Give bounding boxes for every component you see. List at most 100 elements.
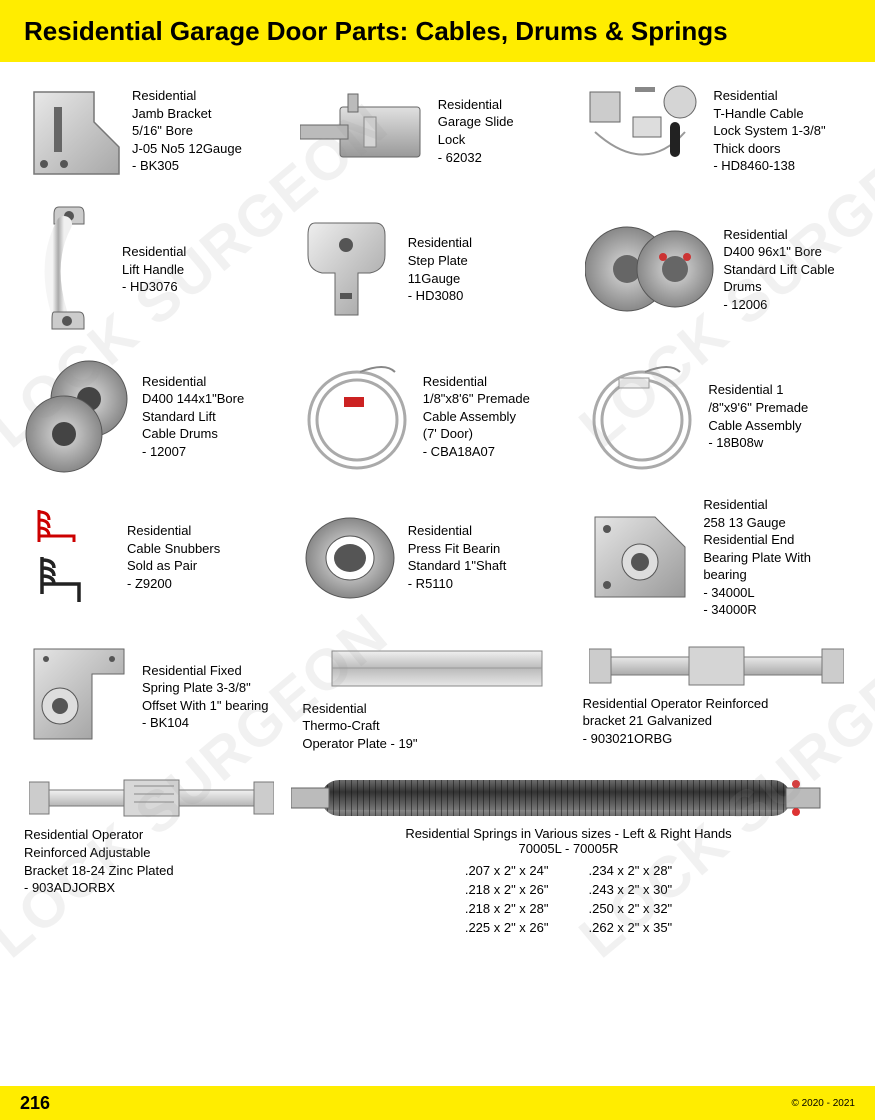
desc-line: Residential	[438, 96, 514, 114]
product-item: Residential D400 144x1"Bore Standard Lif…	[24, 359, 288, 474]
desc-line: - 903021ORBG	[583, 730, 851, 748]
spring-size: .243 x 2" x 30"	[589, 881, 673, 900]
desc-line: Lift Handle	[122, 261, 186, 279]
desc-line: Reinforced Adjustable	[24, 844, 279, 862]
product-item: Residential Garage Slide Lock - 62032	[300, 82, 574, 180]
desc-line: Residential	[408, 234, 472, 252]
page-number: 216	[20, 1093, 50, 1114]
spring-size: .207 x 2" x 24"	[465, 862, 549, 881]
product-image	[24, 359, 134, 474]
copyright: © 2020 - 2021	[791, 1098, 855, 1109]
desc-line: Offset With 1" bearing	[142, 697, 269, 715]
product-image	[300, 89, 430, 174]
product-image	[300, 362, 415, 472]
desc-line: - BK104	[142, 714, 269, 732]
desc-line: T-Handle Cable	[713, 105, 825, 123]
desc-line: J-05 No5 12Gauge	[132, 140, 242, 158]
desc-line: - HD3076	[122, 278, 186, 296]
desc-line: Residential	[142, 373, 244, 391]
desc-line: Cable Assembly	[423, 408, 530, 426]
desc-line: bearing	[703, 566, 811, 584]
desc-line: Standard 1"Shaft	[408, 557, 507, 575]
product-image	[585, 362, 700, 472]
product-item: Residential Fixed Spring Plate 3-3/8" Of…	[24, 641, 290, 753]
desc-line: Cable Snubbers	[127, 540, 220, 558]
desc-line: Residential End	[703, 531, 811, 549]
product-item: Residential Thermo-Craft Operator Plate …	[302, 641, 570, 753]
spring-size: .250 x 2" x 32"	[589, 900, 673, 919]
product-image	[24, 774, 279, 822]
product-item: Residential Press Fit Bearin Standard 1"…	[300, 496, 574, 619]
product-image	[585, 217, 715, 322]
product-item: Residential Lift Handle - HD3076	[24, 202, 288, 337]
desc-line: Residential Operator	[24, 826, 279, 844]
desc-line: - Z9200	[127, 575, 220, 593]
product-image	[24, 502, 119, 612]
desc-line: Jamb Bracket	[132, 105, 242, 123]
desc-line: Cable Assembly	[708, 417, 808, 435]
desc-line: (7' Door)	[423, 425, 530, 443]
product-image	[24, 644, 134, 749]
product-item: Residential Operator Reinforced bracket …	[583, 641, 851, 753]
product-item: Residential D400 96x1" Bore Standard Lif…	[585, 202, 851, 337]
desc-line: Cable Drums	[142, 425, 244, 443]
product-desc: Residential Lift Handle - HD3076	[122, 243, 186, 296]
desc-line: Residential	[723, 226, 834, 244]
product-image	[302, 641, 570, 696]
desc-line: - 34000L	[703, 584, 811, 602]
desc-line: Residential Operator Reinforced	[583, 695, 851, 713]
product-item: Residential 1 /8"x9'6" Premade Cable Ass…	[585, 359, 851, 474]
desc-line: Bearing Plate With	[703, 549, 811, 567]
springs-size-columns: .207 x 2" x 24" .218 x 2" x 26" .218 x 2…	[291, 862, 846, 937]
product-image	[585, 82, 705, 180]
product-desc: Residential 1 /8"x9'6" Premade Cable Ass…	[708, 381, 808, 451]
header-bar: Residential Garage Door Parts: Cables, D…	[0, 0, 875, 62]
desc-line: Standard Lift	[142, 408, 244, 426]
desc-line: - 62032	[438, 149, 514, 167]
product-image	[24, 82, 124, 180]
desc-line: - 18B08w	[708, 434, 808, 452]
springs-subtitle: 70005L - 70005R	[291, 841, 846, 856]
desc-line: Lock	[438, 131, 514, 149]
product-row: Residential D400 144x1"Bore Standard Lif…	[24, 359, 851, 474]
desc-line: Operator Plate - 19"	[302, 735, 570, 753]
product-item: Residential T-Handle Cable Lock System 1…	[585, 82, 851, 180]
desc-line: bracket 21 Galvanized	[583, 712, 851, 730]
desc-line: - HD8460-138	[713, 157, 825, 175]
product-row: Residential Operator Reinforced Adjustab…	[24, 774, 851, 937]
desc-line: Thermo-Craft	[302, 717, 570, 735]
product-row: Residential Jamb Bracket 5/16" Bore J-05…	[24, 82, 851, 180]
product-desc: Residential 1/8"x8'6" Premade Cable Asse…	[423, 373, 530, 461]
springs-col-right: .234 x 2" x 28" .243 x 2" x 30" .250 x 2…	[589, 862, 673, 937]
desc-line: Garage Slide	[438, 113, 514, 131]
product-image	[291, 774, 846, 822]
product-item: Residential 258 13 Gauge Residential End…	[585, 496, 851, 619]
desc-line: Residential Fixed	[142, 662, 269, 680]
desc-line: Sold as Pair	[127, 557, 220, 575]
desc-line: Residential	[302, 700, 570, 718]
desc-line: - R5110	[408, 575, 507, 593]
product-image	[583, 641, 851, 691]
desc-line: /8"x9'6" Premade	[708, 399, 808, 417]
product-row: Residential Fixed Spring Plate 3-3/8" Of…	[24, 641, 851, 753]
desc-line: Residential	[408, 522, 507, 540]
product-image	[300, 215, 400, 325]
product-desc: Residential 258 13 Gauge Residential End…	[703, 496, 811, 619]
product-desc: Residential Fixed Spring Plate 3-3/8" Of…	[142, 662, 269, 732]
spring-size: .262 x 2" x 35"	[589, 919, 673, 938]
product-desc: Residential Garage Slide Lock - 62032	[438, 96, 514, 166]
product-image	[24, 202, 114, 337]
desc-line: Residential	[713, 87, 825, 105]
desc-line: 258 13 Gauge	[703, 514, 811, 532]
desc-line: - 12007	[142, 443, 244, 461]
content-area: LOCK SURGEON LOCK SURGEON LOCK SURGEON L…	[0, 62, 875, 938]
desc-line: 5/16" Bore	[132, 122, 242, 140]
product-row: Residential Cable Snubbers Sold as Pair …	[24, 496, 851, 619]
desc-line: Standard Lift Cable	[723, 261, 834, 279]
springs-title: Residential Springs in Various sizes - L…	[291, 826, 846, 841]
product-desc: Residential D400 144x1"Bore Standard Lif…	[142, 373, 244, 461]
product-desc: Residential Cable Snubbers Sold as Pair …	[127, 522, 220, 592]
product-item: Residential Step Plate 11Gauge - HD3080	[300, 202, 574, 337]
product-desc: Residential D400 96x1" Bore Standard Lif…	[723, 226, 834, 314]
desc-line: Drums	[723, 278, 834, 296]
